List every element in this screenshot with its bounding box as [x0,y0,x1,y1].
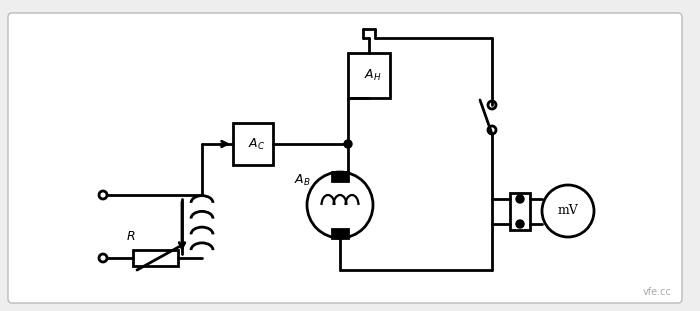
Circle shape [516,220,524,228]
Bar [348,53,390,98]
Circle shape [344,140,352,148]
Circle shape [99,191,107,199]
Bar [510,193,530,230]
Bar [332,229,348,238]
Circle shape [488,126,496,134]
FancyBboxPatch shape [8,13,682,303]
Circle shape [307,172,373,238]
Bar [332,172,348,181]
Circle shape [488,101,496,109]
Bar [233,123,273,165]
Circle shape [516,195,524,203]
Text: vfe.cc: vfe.cc [643,287,672,297]
Circle shape [542,185,594,237]
Text: mV: mV [558,205,578,217]
Text: $A_H$: $A_H$ [364,67,382,82]
Text: R: R [127,230,135,243]
Bar [133,250,178,266]
Circle shape [99,254,107,262]
Text: $A_C$: $A_C$ [248,137,266,151]
Text: $A_B$: $A_B$ [294,173,310,188]
